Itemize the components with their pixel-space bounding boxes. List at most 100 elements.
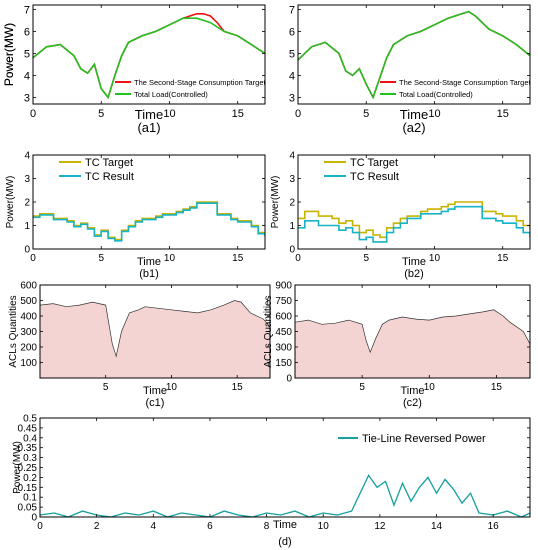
legend-label: TC Target bbox=[350, 157, 398, 169]
x-axis-label: Time bbox=[143, 385, 167, 397]
panel-label: (d) bbox=[278, 536, 291, 548]
y-tick-label: 200 bbox=[20, 343, 37, 354]
y-tick-label: 0.35 bbox=[18, 443, 38, 454]
legend-label: Total Load(Controlled) bbox=[399, 90, 473, 99]
y-tick-label: 750 bbox=[275, 296, 292, 307]
legend-label: TC Result bbox=[350, 171, 399, 183]
y-tick-label: 900 bbox=[275, 281, 292, 292]
panel-label: (a1) bbox=[137, 120, 160, 135]
x-tick-label: 5 bbox=[98, 253, 104, 264]
x-tick-label: 5 bbox=[103, 382, 109, 393]
y-tick-label: 2 bbox=[289, 198, 295, 209]
area-fill-c2 bbox=[295, 309, 530, 378]
y-axis-label: Power(MW) bbox=[2, 23, 16, 86]
chart-c1: 5 10 15 100 200 300 400 500 600 Time ACLs Quantiti… bbox=[8, 281, 271, 409]
y-tick-label: 3 bbox=[289, 92, 295, 104]
y-tick-label: 0.4 bbox=[23, 433, 37, 444]
y-tick-label: 6 bbox=[24, 26, 30, 38]
y-tick-label: 4 bbox=[24, 70, 30, 82]
x-tick-label: 0 bbox=[30, 108, 36, 120]
x-tick-label: 15 bbox=[497, 253, 509, 264]
x-axis-label: Time bbox=[400, 107, 428, 122]
series-line-b2-1 bbox=[298, 205, 530, 243]
x-tick-label: 10 bbox=[428, 108, 440, 120]
x-tick-label: 10 bbox=[429, 253, 441, 264]
y-axis-label: ACLs Quantities bbox=[263, 295, 274, 367]
panel-label: (c1) bbox=[146, 397, 165, 409]
y-axis-label: ACLs Quantities bbox=[8, 295, 19, 367]
x-tick-label: 15 bbox=[232, 253, 244, 264]
x-tick-label: 10 bbox=[163, 108, 175, 120]
legend-label: Total Load(Controlled) bbox=[134, 90, 208, 99]
y-tick-label: 600 bbox=[20, 281, 37, 292]
x-tick-label: 2 bbox=[94, 521, 100, 532]
series-line-b1-1 bbox=[33, 202, 265, 242]
y-tick-label: 4 bbox=[24, 151, 30, 162]
legend-label: TC Target bbox=[85, 157, 133, 169]
y-tick-label: 3 bbox=[24, 174, 30, 185]
panel-label: (a2) bbox=[402, 120, 425, 135]
y-tick-label: 0 bbox=[289, 245, 295, 256]
area-fill-c1 bbox=[40, 300, 270, 378]
x-tick-label: 15 bbox=[491, 382, 503, 393]
x-axis-label: Time bbox=[135, 107, 163, 122]
y-tick-label: 0 bbox=[286, 374, 292, 385]
y-tick-label: 0.15 bbox=[18, 483, 38, 494]
plot-frame bbox=[297, 4, 531, 105]
x-tick-label: 12 bbox=[374, 521, 386, 532]
y-tick-label: 0 bbox=[31, 513, 37, 524]
x-axis-label: Time bbox=[137, 256, 161, 268]
x-tick-label: 10 bbox=[164, 253, 176, 264]
legend: Tie-Line Reversed Power bbox=[338, 433, 486, 445]
y-tick-label: 150 bbox=[275, 358, 292, 369]
legend: TC Target TC Result bbox=[324, 157, 399, 183]
x-tick-label: 14 bbox=[431, 521, 443, 532]
panel-label: (c2) bbox=[403, 397, 422, 409]
x-tick-label: 5 bbox=[363, 108, 369, 120]
y-tick-label: 0 bbox=[24, 245, 30, 256]
y-axis-label: Power(MW) bbox=[5, 176, 16, 229]
y-tick-label: 0.1 bbox=[23, 493, 37, 504]
y-tick-label: 7 bbox=[289, 4, 295, 16]
y-tick-label: 450 bbox=[275, 327, 292, 338]
legend: The Second-Stage Consumption Target Total… bbox=[115, 78, 267, 99]
y-tick-label: 1 bbox=[289, 221, 295, 232]
x-tick-label: 15 bbox=[232, 382, 244, 393]
legend-label: TC Result bbox=[85, 171, 134, 183]
y-tick-label: 5 bbox=[24, 48, 30, 60]
series-line-b2-0 bbox=[298, 201, 530, 239]
series-line-d-0 bbox=[40, 474, 530, 517]
panel-label: (b2) bbox=[404, 268, 424, 280]
y-tick-label: 400 bbox=[20, 312, 37, 323]
chart-a2: 0 5 10 15 3 4 5 6 7 Time Power(MW) (a2) The Second-S… bbox=[2, 4, 532, 135]
y-tick-label: 0.25 bbox=[18, 463, 38, 474]
chart-d: 0 2 4 6 8 10 12 14 1600.050.10.150.20.250.30.350… bbox=[12, 414, 531, 548]
plot-frame bbox=[32, 154, 266, 250]
x-tick-label: 16 bbox=[488, 521, 500, 532]
x-tick-label: 10 bbox=[318, 521, 330, 532]
legend: The Second-Stage Consumption Target Total… bbox=[380, 78, 532, 99]
y-tick-label: 5 bbox=[289, 48, 295, 60]
x-tick-label: 0 bbox=[295, 108, 301, 120]
plot-frame bbox=[32, 4, 266, 105]
y-tick-label: 500 bbox=[20, 296, 37, 307]
y-axis-label: Power(MW) bbox=[2, 23, 16, 86]
x-tick-label: 4 bbox=[151, 521, 157, 532]
y-tick-label: 100 bbox=[20, 358, 37, 369]
chart-a1: 0 5 10 15 3 4 5 6 7 Time Power(MW) (a1) The Second-S… bbox=[2, 4, 267, 135]
x-tick-label: 0 bbox=[295, 253, 301, 264]
x-tick-label: 5 bbox=[359, 382, 365, 393]
series-line-c1 bbox=[40, 300, 270, 358]
x-tick-label: 5 bbox=[98, 108, 104, 120]
y-tick-label: 1 bbox=[24, 221, 30, 232]
y-tick-label: 300 bbox=[275, 343, 292, 354]
x-tick-label: 6 bbox=[207, 521, 213, 532]
legend-label: The Second-Stage Consumption Target bbox=[399, 78, 532, 87]
x-tick-label: 15 bbox=[497, 108, 509, 120]
x-tick-label: 10 bbox=[166, 382, 178, 393]
y-tick-label: 0.2 bbox=[23, 473, 37, 484]
